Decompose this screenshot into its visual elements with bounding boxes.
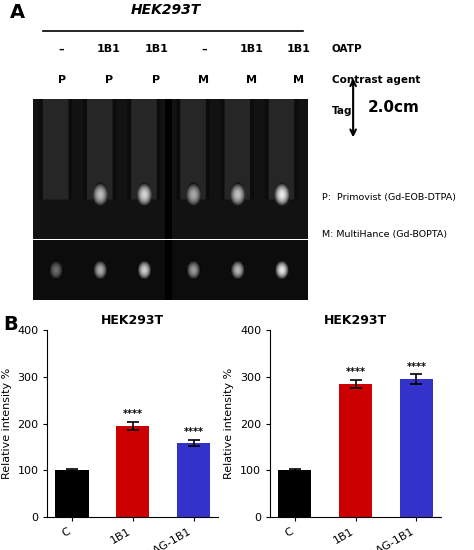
Bar <box>278 470 311 517</box>
Bar <box>116 426 149 517</box>
Bar <box>177 443 210 517</box>
Text: –: – <box>248 106 254 116</box>
Text: F: F <box>295 106 302 116</box>
Text: P: P <box>57 75 66 85</box>
Text: 1B1: 1B1 <box>145 45 168 54</box>
Text: A: A <box>9 3 25 22</box>
Y-axis label: Relative intensity %: Relative intensity % <box>2 368 12 479</box>
Text: 1B1: 1B1 <box>97 45 121 54</box>
Bar <box>339 384 372 517</box>
Text: M: M <box>198 75 210 85</box>
Text: P:  Primovist (Gd-EOB-DTPA): P: Primovist (Gd-EOB-DTPA) <box>322 192 456 202</box>
Bar <box>55 470 89 517</box>
Text: –: – <box>59 45 64 54</box>
Text: –: – <box>59 106 64 116</box>
Text: HEK293T: HEK293T <box>131 3 201 17</box>
Bar <box>400 379 433 517</box>
Text: OATP: OATP <box>332 45 363 54</box>
Text: –: – <box>106 106 112 116</box>
Text: M: M <box>246 75 257 85</box>
Text: F: F <box>153 106 160 116</box>
Text: Contrast agent: Contrast agent <box>332 75 420 85</box>
Text: M: MultiHance (Gd-BOPTA): M: MultiHance (Gd-BOPTA) <box>322 229 447 239</box>
Text: 1B1: 1B1 <box>287 45 310 54</box>
Text: ****: **** <box>123 409 143 419</box>
Text: 2.0cm: 2.0cm <box>367 100 419 116</box>
Text: ****: **** <box>183 427 203 437</box>
Title: HEK293T: HEK293T <box>101 315 164 327</box>
Text: B: B <box>3 315 18 334</box>
Y-axis label: Relative intensity %: Relative intensity % <box>225 368 235 479</box>
Title: HEK293T: HEK293T <box>324 315 387 327</box>
Text: –: – <box>201 45 207 54</box>
Text: 1B1: 1B1 <box>239 45 263 54</box>
Text: M: M <box>293 75 304 85</box>
Text: P: P <box>105 75 113 85</box>
Text: –: – <box>201 106 207 116</box>
Text: ****: **** <box>346 367 365 377</box>
Text: ****: **** <box>406 361 426 372</box>
Text: Tag: Tag <box>332 106 352 116</box>
Text: P: P <box>152 75 161 85</box>
